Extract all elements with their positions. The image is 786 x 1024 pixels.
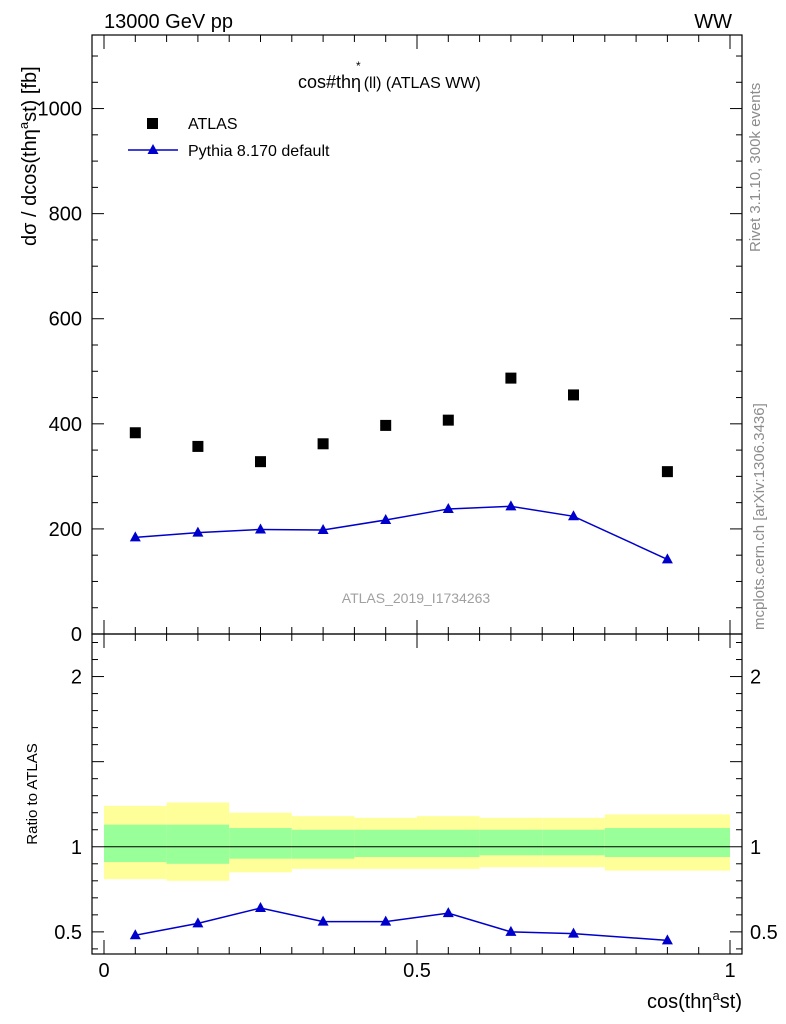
atlas-point-4	[380, 419, 392, 431]
ratio-band-inner-8	[604, 828, 730, 857]
atlas-point-3	[317, 438, 329, 450]
ratio-ytick-label-right-1: 1	[750, 837, 761, 859]
main-y-label-post: st) [fb]	[19, 66, 41, 122]
x-label-post: st)	[720, 991, 742, 1013]
x-label-pre: cos(thη	[647, 991, 713, 1013]
main-ytick-label-400: 400	[49, 414, 82, 436]
ratio-band-inner-0	[104, 824, 167, 863]
ratio-ytick-label-left-2: 2	[71, 667, 82, 689]
main-y-axis-label: dσ / dcos(thηast) [fb]	[16, 66, 41, 246]
ratio-plot-frame	[91, 633, 743, 955]
ratio-band-inner-3	[291, 829, 355, 859]
chart-title-sup: *	[356, 59, 361, 73]
pythia-main-point-5	[442, 502, 454, 513]
legend-atlas-marker	[147, 118, 158, 129]
legend-atlas-label: ATLAS	[188, 116, 238, 133]
ratio-band-inner-5	[417, 829, 480, 857]
main-ytick-label-0: 0	[71, 624, 82, 646]
pythia-ratio-point-6	[505, 925, 517, 936]
atlas-point-0	[129, 427, 141, 439]
ratio-ytick-label-left-1: 1	[71, 837, 82, 859]
pythia-main-point-2	[255, 523, 266, 534]
legend-pythia-marker	[147, 144, 159, 154]
axis-ticks	[92, 35, 742, 954]
pythia-main-point-7	[568, 510, 579, 521]
data-series	[129, 372, 673, 945]
main-ytick-label-1000: 1000	[38, 99, 83, 121]
ratio-band-inner-1	[166, 824, 230, 864]
xtick-label-0: 0	[98, 960, 109, 982]
chart-title-main: cos#thη	[298, 72, 361, 92]
atlas-point-6	[505, 372, 517, 384]
pythia-main-point-4	[380, 513, 392, 524]
ratio-band-inner-6	[479, 829, 543, 856]
xtick-label-0.5: 0.5	[403, 960, 431, 982]
atlas-point-5	[442, 414, 454, 426]
x-axis-label: cos(thηast)	[647, 988, 742, 1013]
pythia-main-point-1	[192, 526, 204, 537]
ratio-band-inner-4	[354, 829, 417, 857]
pythia-main-point-0	[129, 531, 141, 542]
header-right: WW	[694, 11, 732, 33]
pythia-ratio-point-1	[192, 917, 204, 928]
pythia-main-point-3	[317, 523, 329, 534]
pythia-ratio-point-0	[129, 929, 141, 940]
pythia-ratio-point-8	[661, 934, 673, 945]
ratio-ytick-label-right-2: 2	[750, 667, 761, 689]
atlas-point-7	[568, 389, 579, 401]
pythia-ratio-line	[135, 907, 668, 942]
main-ytick-label-600: 600	[49, 309, 82, 331]
main-y-label-sup: a	[16, 121, 31, 129]
ratio-ytick-label-left-0.5: 0.5	[54, 922, 82, 944]
main-ytick-label-200: 200	[49, 519, 82, 541]
pythia-ratio-point-7	[568, 927, 579, 938]
pythia-main-line	[135, 505, 668, 561]
main-ytick-label-800: 800	[49, 204, 82, 226]
pythia-ratio-point-5	[442, 907, 454, 918]
atlas-point-2	[255, 456, 266, 468]
atlas-point-8	[661, 466, 673, 478]
chart-title-rest: (ll) (ATLAS WW)	[364, 75, 481, 92]
mcplots-info: mcplots.cern.ch [arXiv:1306.3436]	[751, 403, 768, 630]
ratio-y-axis-label: Ratio to ATLAS	[24, 743, 41, 844]
legend: ATLAS Pythia 8.170 default	[128, 116, 330, 160]
ratio-band-inner-2	[229, 828, 292, 859]
rivet-info: Rivet 3.1.10, 300k events	[747, 83, 764, 252]
pythia-main-point-8	[661, 553, 673, 564]
xtick-label-1: 1	[724, 960, 735, 982]
analysis-watermark: ATLAS_2019_I1734263	[342, 590, 491, 606]
chart-title: cos#thη*(ll) (ATLAS WW)	[298, 59, 481, 92]
pythia-ratio-point-4	[380, 915, 392, 926]
pythia-ratio-point-3	[317, 915, 329, 926]
ratio-bands	[104, 802, 730, 881]
pythia-main-point-6	[505, 500, 517, 511]
axis-tick-labels: 0 200 400 600 800 1000 0.5 0.5 1 1 2 2 0 0.5 1	[38, 99, 778, 982]
header-left: 13000 GeV pp	[104, 11, 233, 33]
pythia-ratio-point-2	[255, 902, 266, 913]
legend-pythia-label: Pythia 8.170 default	[188, 143, 330, 160]
x-label-sup: a	[713, 988, 721, 1003]
atlas-point-1	[192, 440, 204, 452]
ratio-band-inner-7	[542, 829, 605, 856]
ratio-ytick-label-right-0.5: 0.5	[750, 922, 778, 944]
main-y-label-pre: dσ / dcos(thη	[19, 129, 41, 246]
